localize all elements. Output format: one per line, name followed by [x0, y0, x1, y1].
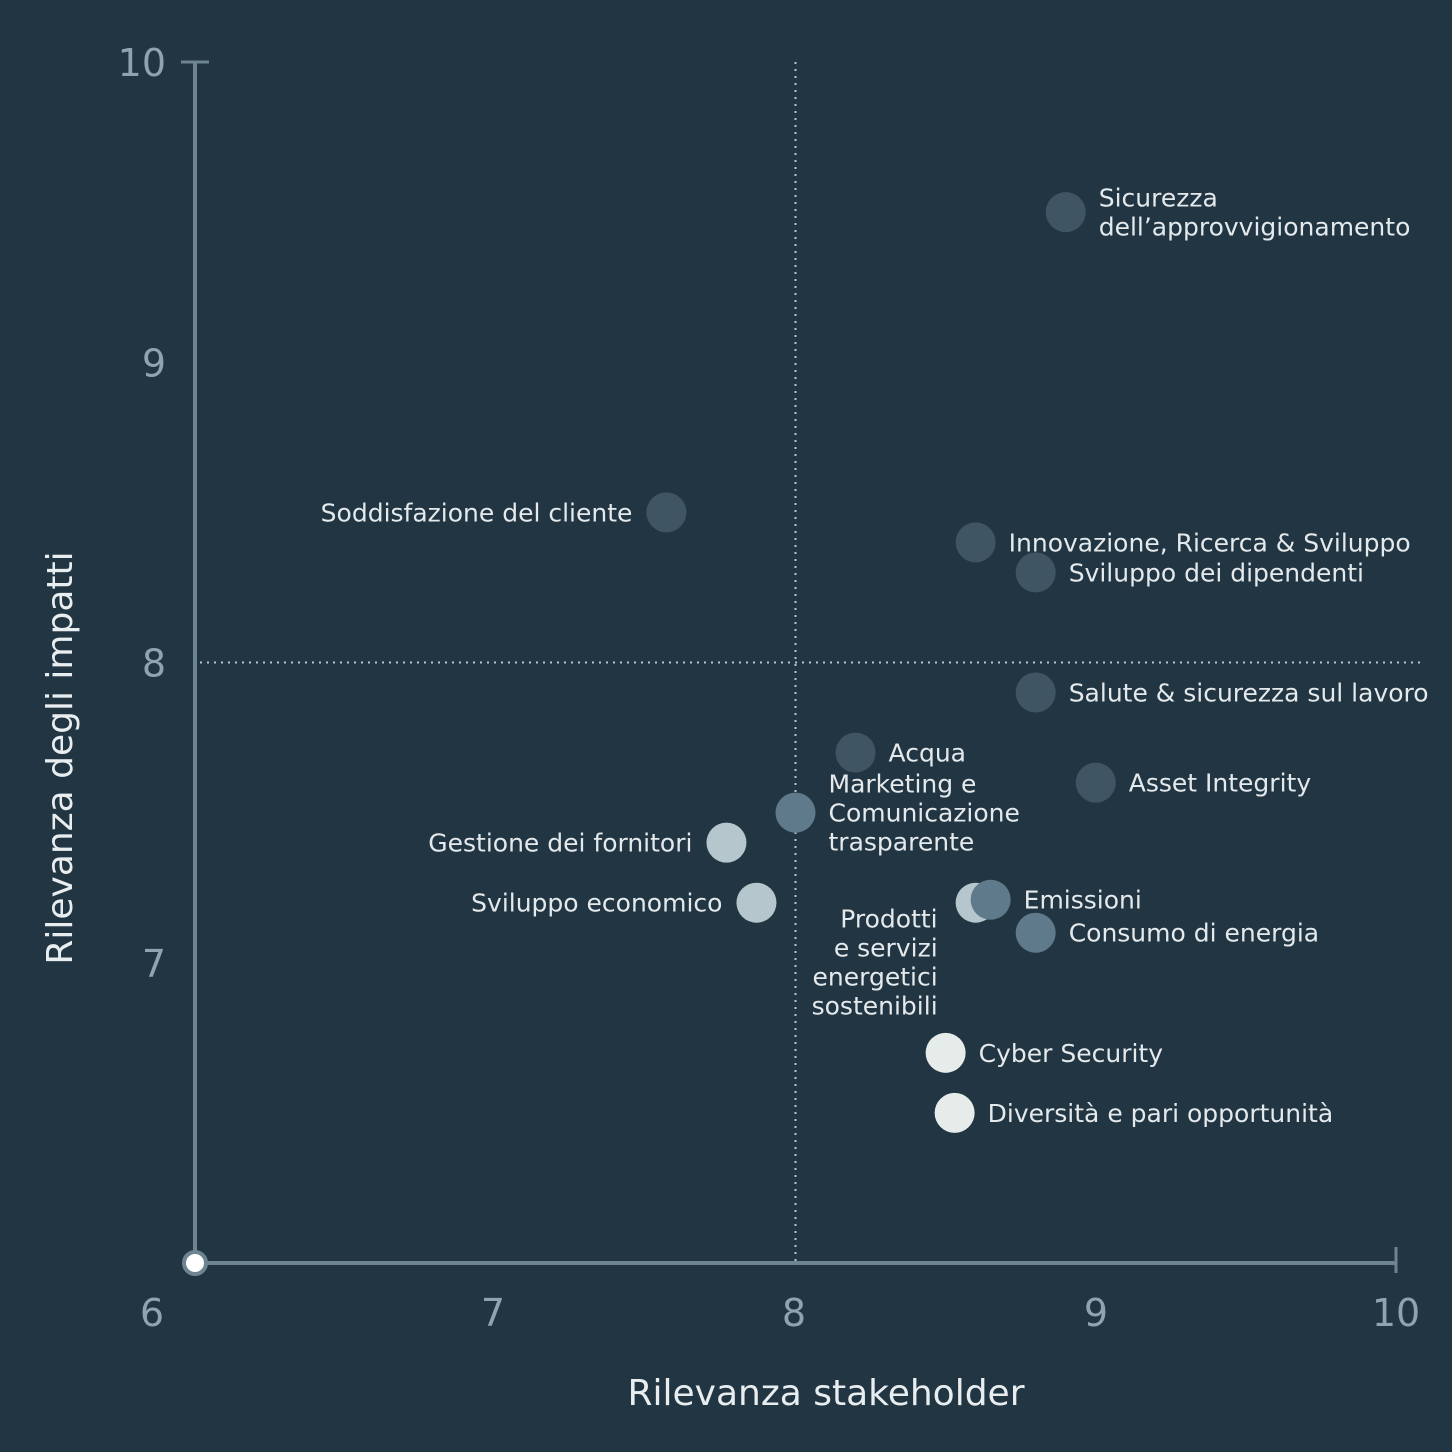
- point-label-line: Emissioni: [1024, 886, 1142, 915]
- point-label-line: Gestione dei fornitori: [428, 829, 692, 858]
- y-tick-label: 9: [142, 341, 166, 385]
- x-axis-title: Rilevanza stakeholder: [627, 1373, 1024, 1414]
- data-point: [736, 882, 777, 923]
- point-label-line: Salute & sicurezza sul lavoro: [1069, 679, 1429, 708]
- point-label-line: dell’approvvigionamento: [1099, 213, 1411, 242]
- data-point: [970, 879, 1011, 920]
- point-label: Sviluppo dei dipendenti: [1069, 558, 1364, 587]
- x-tick-label: 10: [1372, 1291, 1420, 1335]
- point-label-line: Sicurezza: [1099, 184, 1218, 213]
- point-label: Gestione dei fornitori: [428, 829, 692, 858]
- x-tick-label: 9: [1084, 1291, 1108, 1335]
- data-point: [706, 822, 747, 863]
- point-label: Diversità e pari opportunità: [988, 1099, 1334, 1128]
- data-points: [646, 192, 1116, 1133]
- y-tick-label: 7: [142, 942, 166, 986]
- x-tick-label: 7: [481, 1291, 505, 1335]
- point-label: Emissioni: [1024, 886, 1142, 915]
- reference-lines: [200, 62, 1422, 1263]
- point-label-line: trasparente: [829, 828, 975, 857]
- point-label: Salute & sicurezza sul lavoro: [1069, 679, 1429, 708]
- point-label-line: Acqua: [889, 739, 966, 768]
- point-label-line: Prodotti: [840, 905, 937, 934]
- x-tick-label: 8: [782, 1291, 806, 1335]
- data-point: [1015, 552, 1056, 593]
- point-label-line: Innovazione, Ricerca & Sviluppo: [1009, 528, 1411, 557]
- y-axis-title: Rilevanza degli impatti: [40, 551, 81, 964]
- point-label: Prodotti e servizi energetici sostenibili: [812, 905, 938, 1021]
- data-point: [646, 492, 687, 533]
- y-tick-label: 10: [118, 41, 166, 85]
- point-label-line: Consumo di energia: [1069, 919, 1319, 948]
- data-point: [775, 792, 816, 833]
- data-point: [955, 522, 996, 563]
- point-label-line: Asset Integrity: [1129, 769, 1312, 798]
- data-point: [835, 732, 876, 773]
- point-label-line: Sviluppo economico: [471, 889, 722, 918]
- point-label-line: Diversità e pari opportunità: [988, 1099, 1334, 1128]
- point-labels: Sicurezza dell’approvvigionamento Soddisfa…: [321, 184, 1429, 1128]
- point-label: Consumo di energia: [1069, 919, 1319, 948]
- x-tick-label: 6: [140, 1291, 164, 1335]
- point-label-line: e servizi: [834, 934, 938, 963]
- point-label: Soddisfazione del cliente: [321, 498, 633, 527]
- point-label: Cyber Security: [979, 1039, 1164, 1068]
- data-point: [1015, 912, 1056, 953]
- data-point: [1075, 762, 1116, 803]
- data-point: [925, 1032, 966, 1073]
- data-point: [934, 1092, 975, 1133]
- data-point: [1015, 672, 1056, 713]
- axis-origin-marker: [182, 1250, 208, 1276]
- point-label-line: Marketing e: [829, 770, 977, 799]
- point-label-line: energetici: [813, 963, 938, 992]
- y-tick-label: 8: [142, 642, 166, 686]
- point-label: Sviluppo economico: [471, 889, 722, 918]
- axes: [181, 60, 1398, 1276]
- tick-labels: 6 7 8 9 10 7 8 9 10: [118, 41, 1421, 1335]
- point-label: Acqua: [889, 739, 966, 768]
- point-label: Innovazione, Ricerca & Sviluppo: [1009, 528, 1411, 557]
- point-label-line: Sviluppo dei dipendenti: [1069, 558, 1364, 587]
- point-label-line: Cyber Security: [979, 1039, 1164, 1068]
- data-point: [1045, 192, 1086, 233]
- point-label-line: Comunicazione: [829, 799, 1020, 828]
- point-label: Asset Integrity: [1129, 769, 1312, 798]
- point-label-line: sostenibili: [812, 992, 938, 1021]
- point-label: Sicurezza dell’approvvigionamento: [1099, 184, 1411, 242]
- point-label: Marketing e Comunicazione trasparente: [829, 770, 1020, 857]
- point-label-line: Soddisfazione del cliente: [321, 498, 633, 527]
